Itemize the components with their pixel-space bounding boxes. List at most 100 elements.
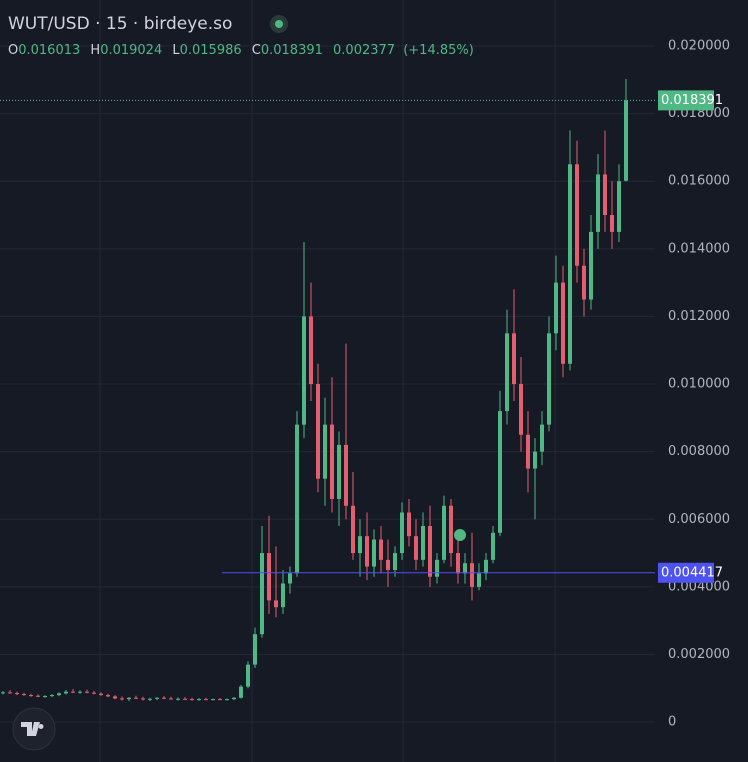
candle-body xyxy=(99,693,103,696)
candle-body xyxy=(484,559,488,574)
candle-body xyxy=(407,512,411,537)
candle-body xyxy=(512,333,516,385)
y-tick-label: 0 xyxy=(668,715,676,730)
change-percent: (+14.85%) xyxy=(403,43,474,58)
candle-body xyxy=(8,692,12,694)
chart-title: WUT/USD · 15 · birdeye.so xyxy=(8,14,232,34)
candle-body xyxy=(624,100,628,181)
candle-body xyxy=(323,424,327,479)
status-dot xyxy=(275,20,283,28)
candle-body xyxy=(351,505,355,554)
candle-body xyxy=(309,316,313,385)
y-tick-label: 0.012000 xyxy=(668,309,730,324)
open-label: O xyxy=(8,43,18,58)
overlays: 0 0.002000 0.004000 0.006000 0.008000 0.01000… xyxy=(0,38,730,730)
candle-body xyxy=(106,695,110,697)
candle-body xyxy=(575,164,579,266)
candle-body xyxy=(428,526,432,577)
candle-body xyxy=(295,424,299,574)
candle-body xyxy=(204,699,208,701)
price-line-label: 0.004417 xyxy=(661,565,723,580)
y-tick-label: 0.006000 xyxy=(668,512,730,527)
candle-body xyxy=(449,505,453,554)
candle-body xyxy=(246,664,250,687)
candle-body xyxy=(365,536,369,567)
candle-body xyxy=(190,699,194,701)
candle-body xyxy=(197,699,201,701)
candle-body xyxy=(456,553,460,574)
candle-body xyxy=(554,282,558,334)
candle-body xyxy=(330,424,334,499)
candle-body xyxy=(211,699,215,701)
candle-body xyxy=(519,384,523,435)
high-value: 0.019024 xyxy=(100,43,162,58)
candle-body xyxy=(92,692,96,694)
candle-body xyxy=(477,573,481,587)
candle-body xyxy=(85,691,89,693)
candle-body xyxy=(442,505,446,560)
low-label: L xyxy=(172,43,180,58)
y-tick-label: 0.002000 xyxy=(668,647,730,662)
candle-body xyxy=(288,573,292,584)
candle-body xyxy=(463,563,467,574)
candle-body xyxy=(379,539,383,560)
low-value: 0.015986 xyxy=(180,43,242,58)
high-label: H xyxy=(90,43,100,58)
candle-body xyxy=(64,691,68,694)
candle-body xyxy=(498,411,502,533)
candle-body xyxy=(148,698,152,700)
candle-body xyxy=(183,698,187,700)
candle-body xyxy=(526,434,530,469)
last-price-box xyxy=(658,90,714,111)
y-tick-label: 0.004000 xyxy=(668,579,730,594)
candle-body xyxy=(253,634,257,665)
candle-body xyxy=(218,699,222,701)
candle-body xyxy=(302,316,306,425)
candle-body xyxy=(36,695,40,697)
candle-body xyxy=(78,691,82,693)
candle-body xyxy=(274,600,278,608)
candle-body xyxy=(120,698,124,700)
event-marker xyxy=(454,529,466,541)
candle-body xyxy=(1,692,5,694)
candle-body xyxy=(225,699,229,701)
candle-body xyxy=(113,696,117,699)
y-tick-label: 0.014000 xyxy=(668,241,730,256)
candle-body xyxy=(540,424,544,452)
candle-body xyxy=(281,583,285,608)
candles xyxy=(1,78,628,702)
candle-body xyxy=(603,174,607,216)
candle-body xyxy=(596,174,600,232)
candle-body xyxy=(393,553,397,570)
candle-body xyxy=(610,215,614,232)
candle-body xyxy=(176,698,180,700)
candle-body xyxy=(267,553,271,601)
candle-body xyxy=(372,539,376,567)
candle-body xyxy=(386,559,390,570)
candle-body xyxy=(421,526,425,560)
vertical-grid xyxy=(99,0,556,762)
candle-body xyxy=(582,265,586,300)
y-tick-label: 0.016000 xyxy=(668,174,730,189)
candle-body xyxy=(232,697,236,700)
candle-body xyxy=(57,693,61,696)
candle-body xyxy=(337,444,341,499)
ohlc-legend: O0.016013 H0.019024 L0.015986 C0.018391 … xyxy=(8,43,474,58)
candle-body xyxy=(589,231,593,300)
candle-body xyxy=(239,686,243,698)
candle-body xyxy=(260,553,264,635)
grid xyxy=(0,45,655,723)
price-line-box xyxy=(658,562,714,583)
candle-body xyxy=(141,698,145,700)
change-value: 0.002377 xyxy=(333,43,395,58)
open-value: 0.016013 xyxy=(18,43,80,58)
candle-body xyxy=(358,536,362,554)
y-tick-label: 0.010000 xyxy=(668,377,730,392)
close-label: C xyxy=(252,43,261,58)
candle-body xyxy=(568,164,572,364)
candle-body xyxy=(50,695,54,697)
candle-body xyxy=(43,696,47,698)
candle-body xyxy=(134,697,138,699)
